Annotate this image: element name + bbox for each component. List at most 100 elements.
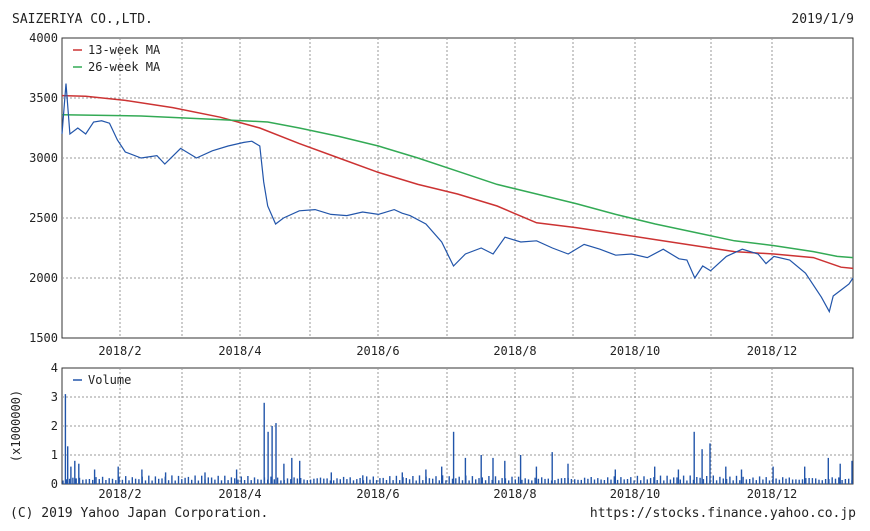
volume-bar: [405, 478, 407, 484]
volume-bar: [564, 478, 566, 484]
volume-bar: [95, 477, 97, 484]
volume-bar: [574, 479, 576, 484]
volume-bar: [65, 479, 67, 484]
price-y-tick-label: 2000: [29, 271, 58, 285]
volume-bar: [333, 480, 335, 484]
volume-bar: [187, 476, 190, 484]
volume-bar: [306, 480, 308, 484]
volume-bar: [788, 477, 790, 484]
volume-bar: [663, 480, 665, 484]
volume-bar: [851, 460, 853, 484]
volume-bar: [372, 476, 374, 484]
volume-bar: [220, 480, 223, 484]
volume-bar: [654, 466, 656, 484]
source-url[interactable]: https://stocks.finance.yahoo.co.jp: [589, 506, 856, 521]
x-tick-label: 2018/6: [356, 344, 399, 358]
volume-bar: [68, 478, 71, 484]
volume-bar: [839, 463, 841, 484]
volume-bar: [636, 475, 639, 484]
volume-bar: [432, 478, 434, 484]
volume-bar: [62, 480, 64, 484]
volume-bar: [191, 479, 193, 484]
x-tick-label: 2018/4: [218, 344, 261, 358]
price-y-tick-label: 3500: [29, 91, 58, 105]
volume-bar: [544, 478, 546, 484]
volume-bar: [75, 478, 77, 484]
volume-bar: [666, 475, 668, 484]
volume-bar: [271, 426, 273, 484]
volume-bar: [702, 479, 705, 484]
volume-bar: [257, 479, 259, 484]
price-y-tick-label: 4000: [29, 31, 58, 45]
volume-bar: [181, 479, 183, 484]
volume-bar: [808, 478, 810, 484]
volume-bar: [775, 478, 777, 484]
volume-bar: [481, 477, 483, 484]
volume-bar: [597, 478, 599, 484]
volume-bar: [167, 480, 170, 484]
volume-bar: [640, 480, 642, 484]
volume-bar: [435, 476, 437, 484]
volume-bar: [184, 477, 186, 484]
volume-bar: [64, 394, 67, 484]
volume-bar: [144, 480, 147, 484]
volume-bar: [171, 475, 173, 484]
volume-bar: [475, 479, 477, 484]
volume-bar: [111, 478, 114, 484]
volume-bar: [649, 478, 652, 484]
volume-bar: [699, 477, 701, 484]
volume-bar: [74, 460, 76, 484]
legend-label: Volume: [88, 373, 131, 387]
volume-bar: [78, 463, 80, 484]
volume-bar: [458, 476, 460, 484]
volume-bar: [492, 457, 494, 484]
volume-bar: [811, 478, 814, 484]
volume-bar: [798, 479, 800, 484]
volume-bar: [389, 476, 391, 484]
volume-bar: [778, 479, 781, 484]
volume-y-tick-label: 0: [51, 477, 58, 491]
volume-bar: [504, 460, 506, 484]
volume-bar: [696, 477, 698, 484]
volume-bar: [659, 475, 662, 484]
volume-bar: [686, 480, 688, 484]
volume-bar: [537, 478, 540, 484]
volume-bar: [309, 479, 312, 484]
volume-bar: [600, 479, 602, 484]
volume-bar: [438, 480, 440, 484]
volume-bar: [408, 479, 411, 484]
volume-bar: [98, 479, 100, 484]
volume-bar: [299, 460, 301, 484]
volume-bar: [275, 423, 277, 484]
x-tick-label: 2018/12: [747, 344, 798, 358]
volume-bar: [240, 476, 242, 484]
volume-bar: [174, 480, 176, 484]
volume-bar: [593, 479, 596, 484]
volume-panel: 0 1 2 3 4 2018/2 2018/4 2018/6 2018/8 2018/10 2018…: [9, 361, 854, 501]
volume-bar: [801, 479, 804, 484]
volume-bar: [395, 475, 398, 484]
volume-bar: [630, 477, 632, 484]
volume-bar: [501, 478, 503, 484]
volume-bar: [217, 475, 219, 484]
volume-bar: [735, 475, 738, 484]
volume-bar: [831, 477, 833, 484]
volume-bar: [197, 480, 200, 484]
volume-bar: [319, 477, 322, 484]
volume-bar: [108, 478, 110, 484]
volume-bar: [821, 480, 823, 484]
volume-bar: [235, 469, 238, 484]
volume-bar: [782, 477, 784, 484]
volume-bar: [291, 457, 293, 484]
volume-bar: [673, 477, 675, 484]
volume-bar: [519, 455, 522, 484]
volume-bar: [514, 479, 516, 484]
volume-bar: [263, 402, 265, 484]
company-name: SAIZERIYA CO.,LTD.: [12, 12, 153, 27]
volume-bar: [653, 477, 655, 484]
volume-axis-label: (x1000000): [9, 390, 23, 462]
volume-bar: [590, 477, 592, 484]
volume-bar: [121, 479, 124, 484]
volume-bar: [547, 478, 549, 484]
series-line-26-week-ma: [61, 114, 854, 259]
